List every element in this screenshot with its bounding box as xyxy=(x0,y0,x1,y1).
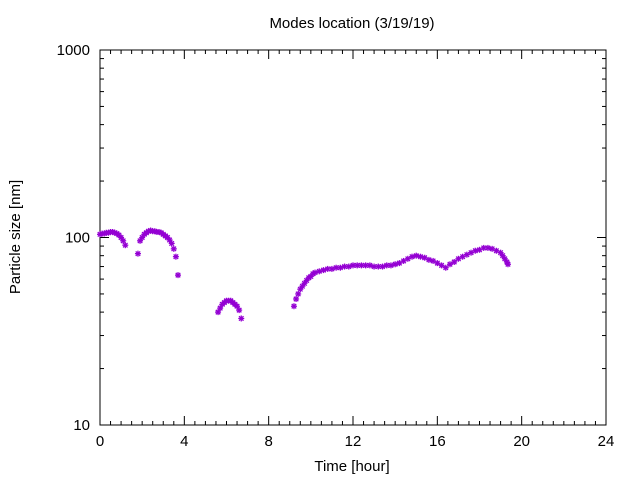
data-point xyxy=(236,307,243,314)
data-point xyxy=(484,244,491,251)
x-tick-label: 24 xyxy=(598,433,615,450)
y-tick-labels: 10 100 1000 xyxy=(57,42,90,434)
data-point xyxy=(499,252,506,259)
data-point xyxy=(168,240,175,247)
y-axis-label: Particle size [nm] xyxy=(7,180,24,294)
data-point xyxy=(333,264,340,271)
x-tick-label: 12 xyxy=(345,433,362,450)
data-point xyxy=(328,265,335,272)
data-point xyxy=(358,262,365,269)
data-point xyxy=(122,242,129,249)
data-point xyxy=(409,253,416,260)
data-point xyxy=(337,264,344,271)
data-point xyxy=(293,295,300,302)
data-point xyxy=(172,253,179,260)
data-point xyxy=(379,263,386,270)
data-point xyxy=(504,261,511,268)
y-tick-label: 10 xyxy=(73,417,90,434)
data-point xyxy=(392,261,399,268)
x-axis-label: Time [hour] xyxy=(314,458,389,475)
data-point xyxy=(134,250,141,257)
data-point xyxy=(387,262,394,269)
plot-frame xyxy=(99,49,607,426)
x-tick-label: 20 xyxy=(513,433,530,450)
data-point xyxy=(442,264,449,271)
data-point xyxy=(425,256,432,263)
data-point xyxy=(345,263,352,270)
data-point xyxy=(417,253,424,260)
x-tick-label: 0 xyxy=(96,433,104,450)
data-point xyxy=(366,262,373,269)
x-tick-label: 8 xyxy=(264,433,272,450)
data-point xyxy=(238,315,245,322)
x-tick-label: 4 xyxy=(180,433,188,450)
data-point xyxy=(316,268,323,275)
data-point xyxy=(175,272,182,279)
data-point xyxy=(295,290,302,297)
data-point xyxy=(170,245,177,252)
data-point xyxy=(413,252,420,259)
data-point xyxy=(451,259,458,266)
data-point xyxy=(430,257,437,264)
y-tick-label: 100 xyxy=(65,230,90,247)
data-point xyxy=(290,303,297,310)
x-tick-label: 16 xyxy=(429,433,446,450)
x-tick-labels: 0 4 8 12 16 20 24 xyxy=(96,433,615,450)
data-points xyxy=(97,227,511,322)
chart-title: Modes location (3/19/19) xyxy=(269,15,434,32)
y-tick-label: 1000 xyxy=(57,42,90,59)
axis-ticks xyxy=(99,49,607,426)
data-point xyxy=(438,262,445,269)
data-point xyxy=(472,247,479,254)
